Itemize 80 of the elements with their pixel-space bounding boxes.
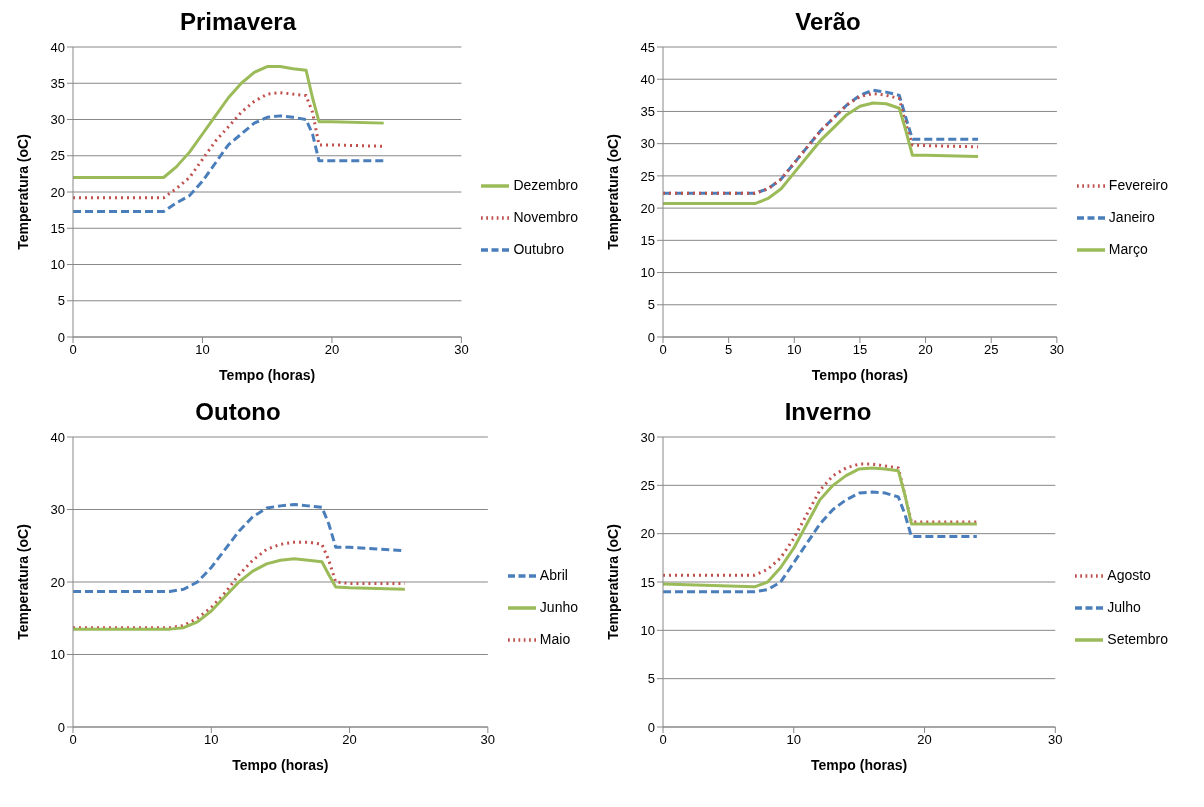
chart-title: Primavera [179,8,297,35]
x-tick-label: 0 [659,732,667,748]
x-tick-label: 0 [659,342,667,358]
x-tick-label: 20 [324,342,340,358]
x-tick-label: 20 [342,732,357,748]
y-tick-label: 30 [640,429,655,445]
x-axis-title: Tempo (horas) [811,757,908,773]
legend-label: Dezembro [513,177,578,193]
legend-label: Março [1108,241,1148,257]
y-tick-label: 40 [50,429,65,445]
legend-label: Abril [539,567,568,583]
legend-label: Janeiro [1108,209,1155,225]
y-tick-label: 10 [640,622,655,638]
y-axis-title: Temperatura (oC) [604,134,621,250]
legend-label: Novembro [513,209,578,225]
legend-label: Setembro [1107,631,1168,647]
line-series [663,101,980,206]
y-tick-label: 5 [57,293,65,309]
x-tick-label: 30 [480,732,496,748]
x-axis-title: Tempo (horas) [219,367,316,383]
y-tick-label: 15 [50,220,65,236]
y-tick-label: 35 [640,104,655,120]
y-tick-label: 25 [50,148,65,164]
x-tick-label: 30 [1048,732,1063,748]
y-axis-title: Temperatura (oC) [604,524,621,640]
line-series [663,490,979,594]
legend-label: Fevereiro [1108,177,1168,193]
legend-label: Agosto [1107,567,1151,583]
legend-label: Outubro [513,241,564,257]
legend-label: Julho [1107,599,1141,615]
x-tick-label: 10 [787,342,802,358]
x-tick-label: 30 [1049,342,1065,358]
line-series [73,557,407,631]
x-tick-label: 10 [195,342,210,358]
x-tick-label: 30 [454,342,469,358]
x-tick-label: 0 [69,342,77,358]
y-tick-label: 10 [640,265,655,281]
y-tick-label: 0 [57,719,65,735]
y-tick-label: 5 [647,671,655,687]
x-tick-label: 25 [983,342,999,358]
x-tick-label: 15 [852,342,868,358]
y-tick-label: 20 [50,184,65,200]
y-tick-label: 30 [640,136,655,152]
y-tick-label: 25 [640,477,655,493]
legend-label: Maio [539,631,571,647]
y-tick-label: 30 [50,502,65,518]
y-tick-label: 15 [640,574,655,590]
x-axis-title: Tempo (horas) [811,367,909,383]
y-tick-label: 15 [640,232,655,248]
y-axis-title: Temperatura (oC) [14,524,31,640]
y-tick-label: 25 [640,168,655,184]
y-tick-label: 0 [647,719,655,735]
x-tick-label: 10 [204,732,219,748]
y-tick-label: 10 [50,647,65,663]
y-tick-label: 0 [57,329,65,345]
x-tick-label: 0 [69,732,77,748]
y-tick-label: 30 [50,112,65,128]
line-series [73,65,386,179]
y-tick-label: 40 [50,39,65,55]
legend-label: Junho [539,599,578,615]
y-tick-label: 10 [50,257,65,273]
x-tick-label: 20 [917,732,932,748]
line-series [73,114,386,214]
y-tick-label: 20 [640,526,655,542]
x-tick-label: 20 [918,342,933,358]
y-tick-label: 0 [647,329,655,345]
y-tick-label: 20 [50,574,65,590]
y-axis-title: Temperatura (oC) [14,134,31,250]
x-tick-label: 5 [725,342,733,358]
y-tick-label: 35 [50,75,65,91]
y-tick-label: 20 [640,200,655,216]
chart-title: Outono [195,398,281,425]
x-tick-label: 10 [786,732,801,748]
chart-title: Verão [795,8,861,35]
y-tick-label: 45 [640,39,655,55]
y-tick-label: 40 [640,71,655,87]
line-series [73,540,407,630]
y-tick-label: 5 [647,297,655,313]
chart-title: Inverno [784,398,872,425]
x-axis-title: Tempo (horas) [232,757,329,773]
